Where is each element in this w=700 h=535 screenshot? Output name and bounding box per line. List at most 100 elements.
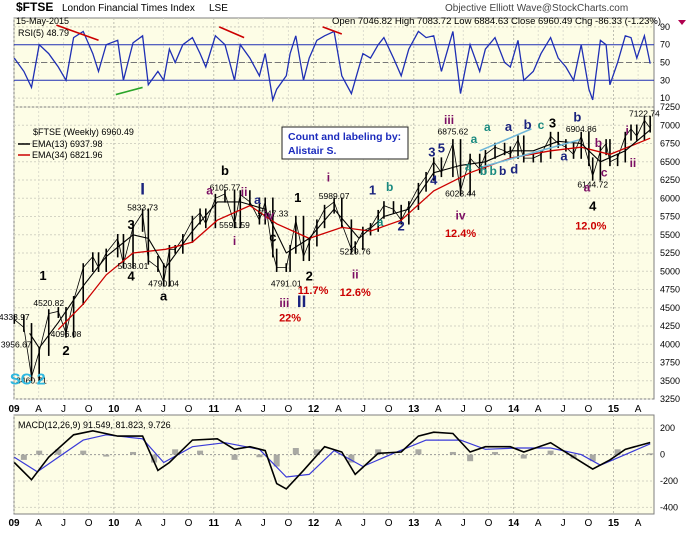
price-tick-label: 3250	[660, 394, 680, 404]
x-tick-label: A	[135, 404, 142, 415]
macd-histogram-bar	[292, 448, 299, 455]
x-tick-label: J	[161, 404, 166, 415]
x-tick-label: O	[485, 518, 493, 529]
wave-count-label: a	[206, 184, 213, 198]
wave-count-label: b	[489, 164, 496, 178]
retracement-percent-label: 12.0%	[575, 221, 606, 233]
wave-count-label: II	[297, 292, 306, 311]
x-tick-label: J	[461, 518, 466, 529]
x-tick-label: A	[335, 518, 342, 529]
price-level-label: 4791.01	[271, 279, 302, 289]
wave-count-label: i	[327, 170, 330, 184]
macd-histogram-bar	[375, 449, 382, 455]
price-level-label: 4790.04	[148, 279, 179, 289]
x-tick-label: 09	[8, 518, 20, 529]
wave-count-label: ii	[241, 185, 248, 199]
macd-histogram-bar	[103, 454, 110, 457]
wave-count-label: a	[484, 120, 491, 134]
rsi-label: RSI(5) 48.79	[18, 28, 69, 38]
x-tick-label: A	[635, 518, 642, 529]
price-series-label: $FTSE (Weekly) 6960.49	[33, 127, 134, 137]
x-tick-label: 15	[608, 404, 620, 415]
ema34-line	[57, 137, 651, 331]
wave-count-label: I	[140, 180, 145, 199]
macd-histogram-bar	[449, 451, 456, 455]
macd-histogram-bar	[313, 449, 320, 455]
trendline	[479, 128, 532, 152]
macd-histogram-bar	[80, 450, 87, 455]
wave-count-label: b	[221, 163, 229, 178]
index-title: London Financial Times Index	[62, 3, 195, 14]
macd-histogram-bar	[151, 454, 158, 463]
trendline	[218, 26, 245, 39]
x-tick-label: J	[561, 404, 566, 415]
wave-count-label: 3	[428, 145, 435, 160]
price-level-label: 6904.86	[566, 124, 597, 134]
trendline	[322, 26, 343, 35]
price-tick-label: 6750	[660, 139, 680, 149]
x-tick-label: J	[261, 404, 266, 415]
x-tick-label: A	[235, 518, 242, 529]
x-tick-label: J	[361, 518, 366, 529]
x-tick-label: J	[361, 404, 366, 415]
wave-count-label: i	[626, 124, 629, 138]
wave-count-label: 4	[127, 269, 135, 284]
x-tick-label: 14	[508, 518, 520, 529]
rsi-tick-label: 30	[660, 75, 670, 85]
wave-count-label: b	[386, 180, 393, 194]
wave-count-label: 5	[438, 140, 445, 155]
macd-histogram-bar	[256, 454, 263, 458]
x-tick-label: J	[461, 404, 466, 415]
price-tick-label: 3750	[660, 358, 680, 368]
trendline	[115, 86, 143, 96]
retracement-percent-label: 11.7%	[298, 285, 329, 297]
wave-count-label: ii	[630, 156, 637, 170]
wave-count-label: b	[499, 164, 506, 178]
x-tick-label: 13	[408, 518, 420, 529]
price-level-label: 6023.44	[445, 189, 476, 199]
macd-histogram-bar	[415, 449, 422, 455]
wave-count-label: SC 2	[10, 371, 46, 388]
wave-count-label: 4	[589, 199, 597, 214]
x-tick-label: 13	[408, 404, 420, 415]
macd-histogram-bar	[647, 453, 654, 455]
x-tick-label: O	[584, 518, 592, 529]
macd-line	[13, 429, 651, 490]
macd-histogram-bar	[55, 449, 62, 455]
trendline	[56, 24, 99, 42]
x-tick-label: 10	[108, 518, 120, 529]
wave-count-label: 1	[39, 268, 46, 283]
wave-count-label: a	[465, 160, 472, 174]
rsi-tick-label: 70	[660, 40, 670, 50]
wave-count-label: b	[573, 110, 581, 125]
wave-count-label: a	[505, 119, 513, 134]
x-tick-label: O	[185, 404, 193, 415]
wave-count-label: 2	[398, 218, 405, 233]
annotation-layer: 4333.97 3956.67 3460.71 4520.82 4096.08 5033.…	[0, 24, 660, 388]
ohlc-label: Open 7046.82 High 7083.72 Low 6884.63 Cl…	[332, 16, 661, 27]
x-tick-label: O	[185, 518, 193, 529]
wave-count-label: 2	[306, 269, 313, 284]
macd-histogram-bar	[467, 454, 474, 462]
wave-count-label: 1	[369, 183, 376, 198]
price-tick-label: 4500	[660, 303, 680, 313]
price-level-label: 5033.01	[118, 261, 149, 271]
price-level-label: 5833.73	[127, 202, 158, 212]
x-tick-label: 12	[308, 404, 320, 415]
x-tick-label: A	[135, 518, 142, 529]
wave-count-label: iii	[444, 113, 454, 127]
x-tick-label: A	[35, 518, 42, 529]
retracement-percent-label: 22%	[279, 313, 301, 325]
price-level-label: 5229.76	[340, 246, 371, 256]
macd-histogram-bar	[36, 450, 43, 455]
price-level-label: 3460.71	[16, 376, 47, 386]
macd-tick-label: 0	[660, 450, 665, 460]
x-tick-label: O	[85, 518, 93, 529]
wave-count-label: c	[269, 229, 276, 244]
wave-count-label: a	[160, 288, 168, 303]
x-tick-label: J	[161, 518, 166, 529]
macd-histogram-bar	[520, 454, 527, 459]
macd-histogram-bar	[172, 449, 179, 455]
